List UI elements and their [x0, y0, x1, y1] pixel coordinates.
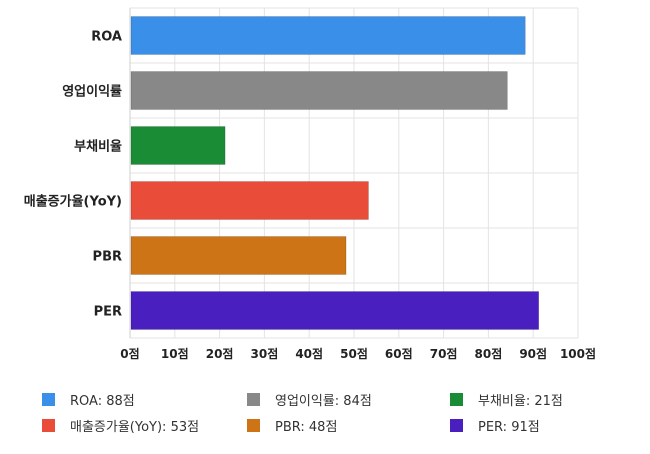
category-label: 영업이익률	[62, 84, 122, 100]
legend-swatch	[450, 393, 463, 406]
legend-label: ROA: 88점	[70, 394, 135, 409]
legend-swatch	[247, 393, 260, 406]
legend-swatch	[42, 419, 55, 432]
bar	[130, 16, 526, 55]
bar	[130, 126, 226, 165]
legend-item: 부채비율: 21점	[450, 393, 563, 409]
legend-item: 매출증가율(YoY): 53점	[42, 419, 199, 435]
x-tick-label: 80점	[475, 346, 503, 361]
x-tick-label: 60점	[385, 346, 413, 361]
legend-label: 부채비율: 21점	[478, 394, 563, 409]
category-label: 매출증가율(YoY)	[24, 194, 122, 210]
legend-item: PBR: 48점	[247, 419, 337, 435]
bar	[130, 291, 539, 330]
category-label: PER	[94, 305, 122, 320]
x-tick-label: 10점	[161, 346, 189, 361]
legend-label: 영업이익률: 84점	[275, 394, 372, 409]
legend-label: PER: 91점	[478, 420, 540, 435]
bars	[130, 16, 539, 330]
bar	[130, 71, 508, 110]
x-tick-label: 100점	[560, 346, 596, 361]
x-tick-label: 30점	[251, 346, 279, 361]
legend-label: 매출증가율(YoY): 53점	[70, 420, 199, 435]
legend-swatch	[450, 419, 463, 432]
grid-lines	[129, 7, 579, 339]
x-tick-label: 50점	[340, 346, 368, 361]
x-tick-labels: 0점 10점 20점 30점 40점 50점 60점 70점 80점 90점 100점	[120, 346, 596, 361]
bar	[130, 236, 347, 275]
legend-swatch	[42, 393, 55, 406]
category-label: ROA	[91, 30, 122, 45]
x-tick-label: 20점	[206, 346, 234, 361]
legend-swatch	[247, 419, 260, 432]
legend-label: PBR: 48점	[275, 420, 337, 435]
bar	[130, 181, 369, 220]
legend-item: PER: 91점	[450, 419, 540, 435]
category-label: PBR	[93, 250, 122, 265]
legend-item: 영업이익률: 84점	[247, 393, 372, 409]
x-tick-label: 90점	[519, 346, 547, 361]
x-tick-label: 70점	[430, 346, 458, 361]
x-tick-label: 0점	[120, 346, 139, 361]
legend-item: ROA: 88점	[42, 393, 135, 409]
x-tick-label: 40점	[295, 346, 323, 361]
category-label: 부채비율	[74, 139, 122, 155]
